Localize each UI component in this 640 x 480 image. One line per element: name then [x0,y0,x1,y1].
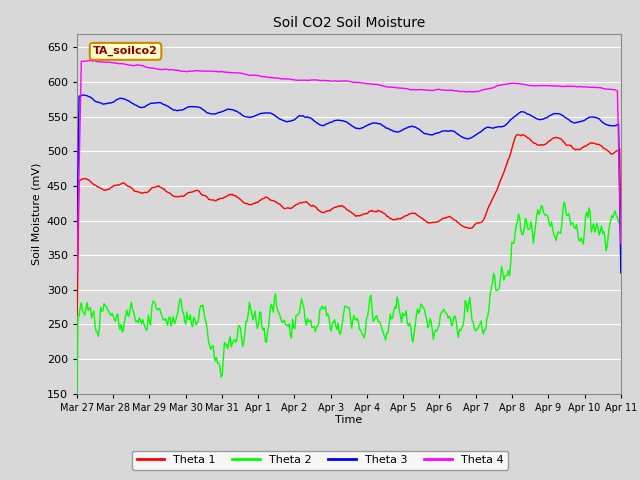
Legend: Theta 1, Theta 2, Theta 3, Theta 4: Theta 1, Theta 2, Theta 3, Theta 4 [132,451,508,469]
Title: Soil CO2 Soil Moisture: Soil CO2 Soil Moisture [273,16,425,30]
X-axis label: Time: Time [335,415,362,425]
Y-axis label: Soil Moisture (mV): Soil Moisture (mV) [31,162,41,265]
Text: TA_soilco2: TA_soilco2 [93,46,158,57]
